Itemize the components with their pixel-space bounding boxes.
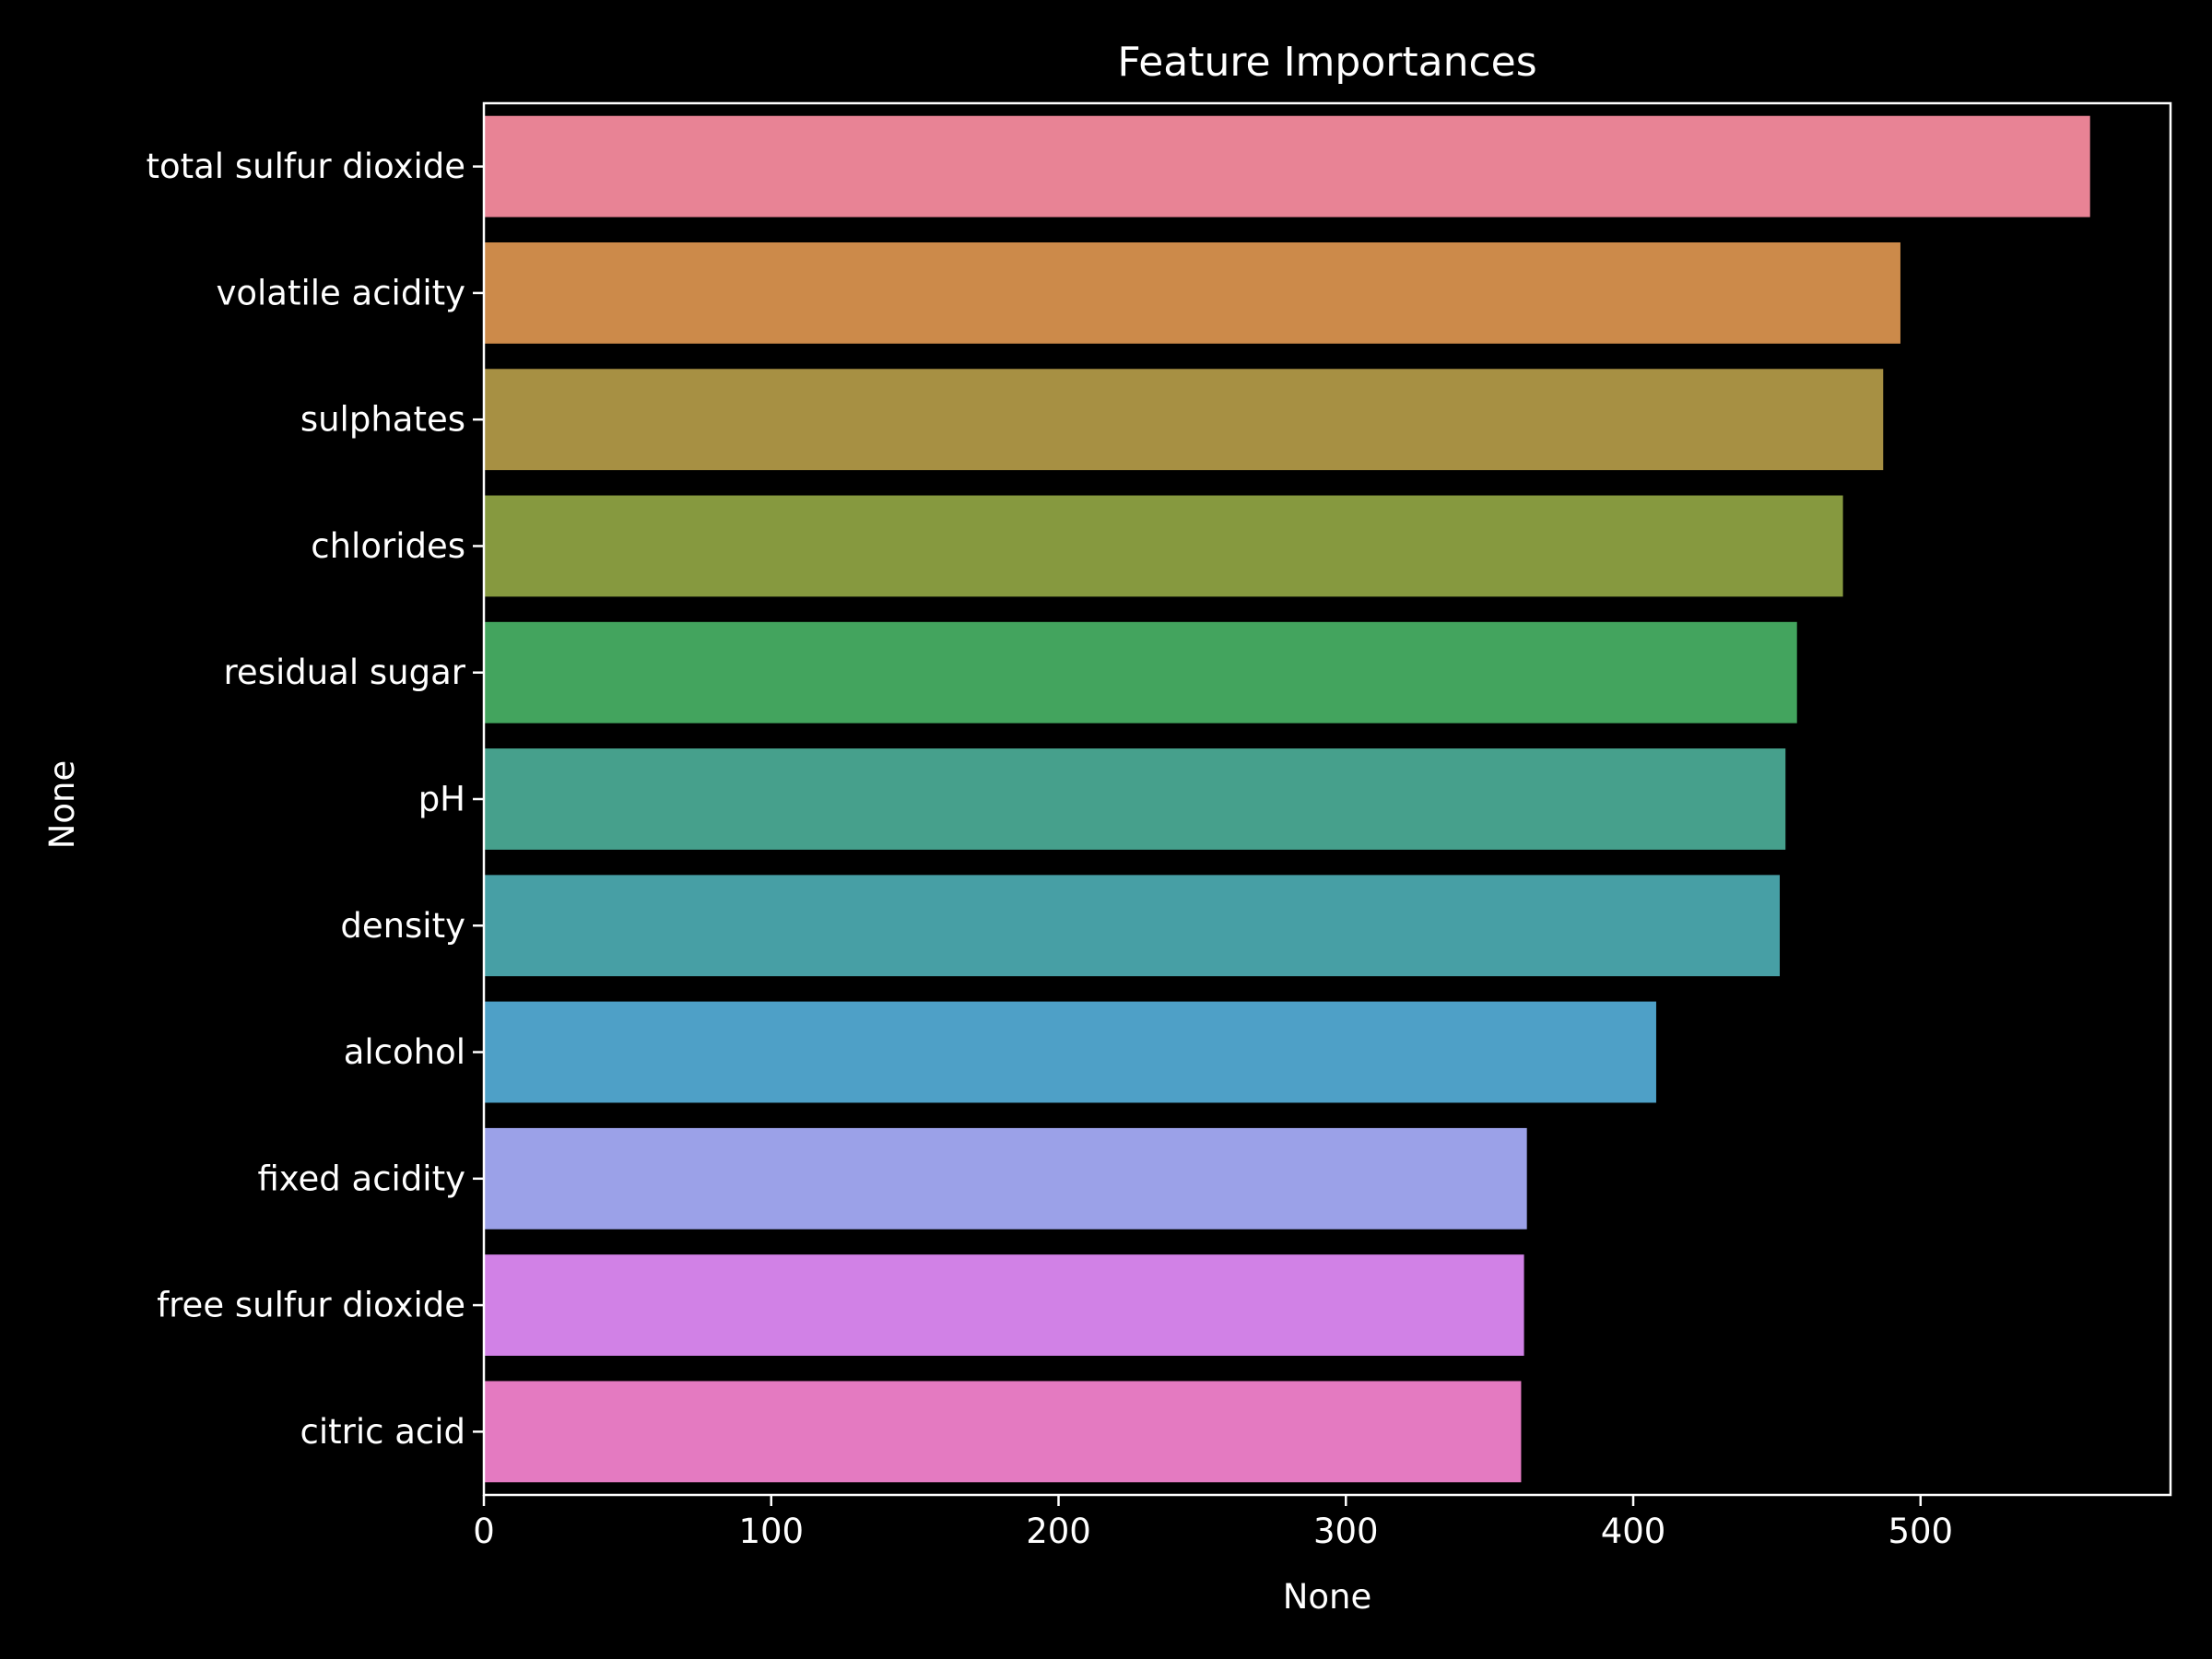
y-tick-label: volatile acidity [216,273,465,312]
y-axis-label: None [42,760,82,850]
bar-alcohol [484,1001,1656,1103]
bar-fixed-acidity [484,1127,1527,1230]
bar-residual-sugar [484,621,1797,724]
x-tick-label: 0 [473,1512,495,1551]
y-tick-label: sulphates [300,400,465,440]
x-axis-label: None [1283,1577,1372,1617]
bars-group [484,115,2090,1483]
y-axis-ticks: total sulfur dioxide volatile acidity sulp… [146,147,484,1452]
y-tick-label: alcohol [344,1032,465,1072]
x-tick-label: 100 [738,1512,804,1551]
plot-frame [482,101,2172,1497]
bar-sulphates [484,369,1884,471]
bar-chlorides [484,495,1843,597]
y-tick-label: pH [418,780,465,819]
bar-citric-acid [484,1381,1522,1483]
y-tick-label: free sulfur dioxide [157,1286,465,1325]
bar-ph [484,748,1786,850]
bar-total-sulfur-dioxide [484,115,2090,218]
y-tick-label: density [340,906,465,946]
y-tick-label: citric acid [300,1412,465,1452]
x-tick-label: 400 [1601,1512,1666,1551]
y-tick-label: total sulfur dioxide [146,147,465,186]
y-tick-label: fixed acidity [257,1159,465,1198]
bar-volatile-acidity [484,242,1900,344]
bar-density [484,875,1781,977]
y-tick-label: residual sugar [224,653,466,692]
x-axis-ticks: 0 100 200 300 400 500 [473,1495,1953,1551]
y-tick-label: chlorides [311,526,465,566]
bar-free-sulfur-dioxide [484,1254,1524,1356]
x-tick-label: 300 [1313,1512,1379,1551]
x-tick-label: 500 [1888,1512,1953,1551]
chart-title: Feature Importances [1117,39,1536,86]
x-tick-label: 200 [1026,1512,1091,1551]
